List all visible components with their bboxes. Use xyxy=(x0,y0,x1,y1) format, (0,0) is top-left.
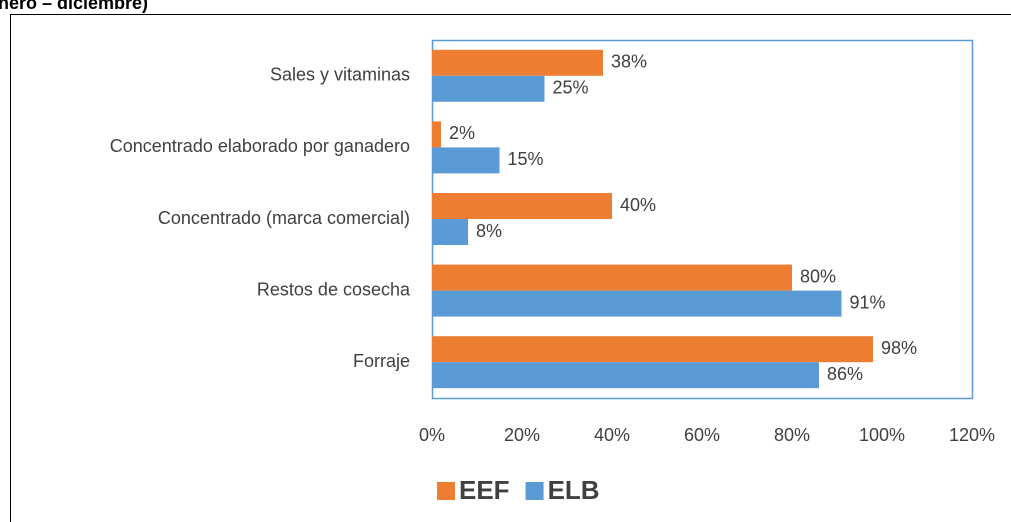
data-label: 80% xyxy=(800,266,836,286)
legend-swatch xyxy=(525,482,544,500)
data-label: 98% xyxy=(881,338,917,358)
data-label: 40% xyxy=(620,195,656,215)
chart-title: nero – diciembre) xyxy=(0,0,148,13)
bar xyxy=(432,75,545,102)
data-label: 91% xyxy=(850,292,886,312)
legend-label: ELB xyxy=(548,475,600,505)
x-tick-label: 60% xyxy=(684,425,720,445)
y-tick-label: Forraje xyxy=(353,351,410,371)
bar xyxy=(432,219,468,245)
bar xyxy=(432,121,441,148)
x-tick-label: 20% xyxy=(504,425,540,445)
bar xyxy=(432,336,873,363)
x-tick-label: 0% xyxy=(419,425,445,445)
bar xyxy=(432,147,500,174)
data-label: 8% xyxy=(476,221,502,241)
data-label: 15% xyxy=(508,149,544,169)
data-label: 25% xyxy=(553,78,589,98)
legend-swatch xyxy=(437,482,455,500)
x-tick-label: 100% xyxy=(859,425,905,445)
y-tick-label: Concentrado elaborado por ganadero xyxy=(110,136,410,156)
bar xyxy=(432,264,792,291)
data-label: 2% xyxy=(449,123,475,143)
bar xyxy=(432,290,842,317)
y-tick-label: Sales y vitaminas xyxy=(270,65,410,85)
y-tick-label: Restos de cosecha xyxy=(257,279,411,299)
bar xyxy=(432,362,819,389)
legend-label: EEF xyxy=(459,475,510,505)
x-tick-label: 120% xyxy=(949,425,995,445)
y-tick-label: Concentrado (marca comercial) xyxy=(158,208,410,228)
x-tick-label: 80% xyxy=(774,425,810,445)
data-label: 86% xyxy=(827,364,863,384)
bar xyxy=(432,49,603,76)
bar xyxy=(432,193,612,219)
x-tick-label: 40% xyxy=(594,425,630,445)
data-label: 38% xyxy=(611,52,647,72)
chart-border xyxy=(10,14,1011,522)
